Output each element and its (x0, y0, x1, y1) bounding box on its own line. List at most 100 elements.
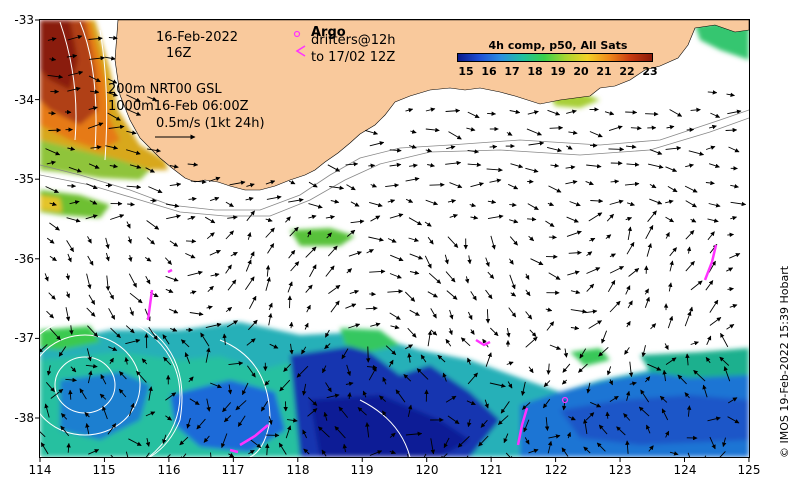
current-arrow (644, 296, 650, 308)
x-tick-label: 124 (673, 463, 697, 477)
current-arrow (60, 425, 70, 437)
current-arrow (166, 214, 181, 220)
current-arrow (348, 323, 361, 329)
current-arrow (425, 148, 433, 153)
current-arrow (190, 179, 207, 185)
current-arrow (625, 390, 631, 401)
current-arrow (467, 311, 473, 321)
current-arrow (209, 249, 221, 256)
current-arrow (128, 254, 133, 262)
current-arrow (389, 213, 404, 219)
current-arrow (466, 455, 469, 457)
current-arrow (104, 56, 116, 61)
current-arrow (106, 91, 118, 97)
current-arrow (485, 309, 491, 324)
current-arrow (630, 125, 642, 131)
current-arrow (350, 201, 360, 207)
current-arrow (467, 111, 480, 119)
current-arrow (568, 130, 578, 135)
current-arrow (669, 247, 677, 257)
current-arrow (625, 440, 630, 454)
current-arrow (86, 273, 92, 290)
current-arrow (88, 36, 103, 41)
current-arrow (444, 254, 449, 265)
current-arrow (726, 267, 734, 272)
current-arrow (407, 327, 417, 338)
current-arrow (330, 300, 340, 313)
current-arrow (626, 320, 631, 328)
current-arrow (65, 291, 70, 299)
current-arrow (470, 182, 484, 188)
current-arrow (427, 236, 434, 245)
current-arrow (105, 275, 111, 291)
current-arrow (664, 430, 670, 438)
scale-label: 0.5m/s (1kt 24h) (156, 116, 265, 131)
current-arrow (49, 327, 61, 341)
current-arrow (107, 78, 118, 84)
current-arrow (705, 180, 715, 186)
current-arrow (708, 203, 721, 208)
current-arrow (346, 268, 353, 274)
current-arrow (528, 235, 535, 242)
y-tick-label: -34 (14, 93, 34, 107)
current-arrow (307, 230, 312, 238)
current-arrow (590, 198, 604, 204)
current-arrow (509, 258, 514, 265)
current-arrow (222, 402, 232, 413)
current-arrow (308, 203, 323, 209)
y-tick-label: -33 (14, 13, 34, 27)
current-arrow (40, 344, 48, 353)
current-arrow (606, 366, 612, 376)
current-arrow (566, 109, 577, 114)
current-arrow (409, 253, 424, 260)
current-arrow (570, 289, 581, 295)
current-arrow (523, 419, 530, 433)
current-arrow (88, 163, 100, 169)
x-tick-label: 114 (28, 463, 52, 477)
current-arrow (58, 346, 67, 357)
colorbar-tick: 17 (504, 65, 520, 78)
current-arrow (583, 446, 591, 454)
current-arrow (684, 311, 692, 327)
current-arrow (187, 270, 203, 277)
current-arrow (268, 302, 273, 311)
current-arrow (561, 379, 568, 385)
current-arrow (449, 309, 454, 320)
current-arrow (189, 311, 204, 317)
current-arrow (447, 199, 457, 204)
current-arrow (547, 201, 555, 207)
current-arrow (334, 426, 346, 439)
current-arrow (709, 317, 722, 326)
current-arrow (722, 437, 727, 448)
current-arrow (247, 319, 258, 331)
current-arrow (487, 199, 497, 205)
current-arrow (68, 389, 73, 400)
drifters-legend-end: to 17/02 12Z (311, 50, 396, 65)
current-arrow (338, 406, 349, 418)
current-arrow (443, 437, 450, 449)
current-arrow (102, 405, 108, 420)
current-arrow (527, 110, 539, 115)
current-arrow (389, 312, 401, 320)
current-arrow (608, 379, 613, 386)
current-arrow (345, 381, 354, 387)
x-tick-label: 120 (415, 463, 439, 477)
current-arrow (606, 213, 614, 222)
current-arrow (196, 418, 206, 430)
current-arrow (524, 437, 530, 445)
current-arrow (665, 216, 674, 223)
current-arrow (665, 166, 678, 172)
current-arrow (525, 167, 539, 173)
current-arrow (46, 160, 56, 166)
current-arrow (466, 127, 476, 132)
drifters-legend-label: drifters@12h (311, 33, 396, 48)
current-arrow (659, 395, 668, 403)
current-arrow (247, 365, 256, 378)
current-arrow (446, 145, 456, 150)
current-arrow (470, 215, 479, 220)
current-arrow (165, 275, 179, 282)
current-arrow (449, 182, 463, 189)
current-arrow (302, 429, 308, 439)
current-arrow (706, 335, 712, 345)
